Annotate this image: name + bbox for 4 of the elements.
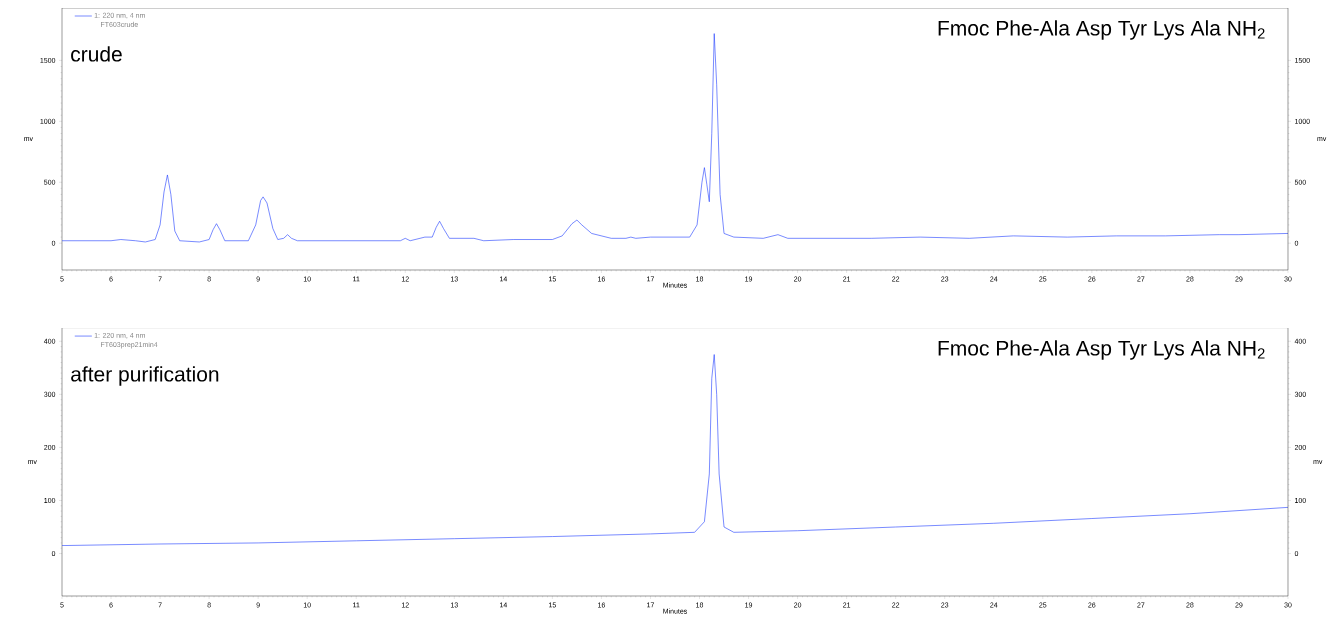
annotation: Fmoc Phe-Ala Asp Tyr Lys Ala NH$_{2}$ xyxy=(938,340,1265,360)
annotation: crude xyxy=(71,46,122,62)
annotation: Fmoc Phe-Ala Asp Tyr Lys Ala NH$_{2}$ xyxy=(938,20,1265,40)
annotation: after purification xyxy=(71,366,219,386)
